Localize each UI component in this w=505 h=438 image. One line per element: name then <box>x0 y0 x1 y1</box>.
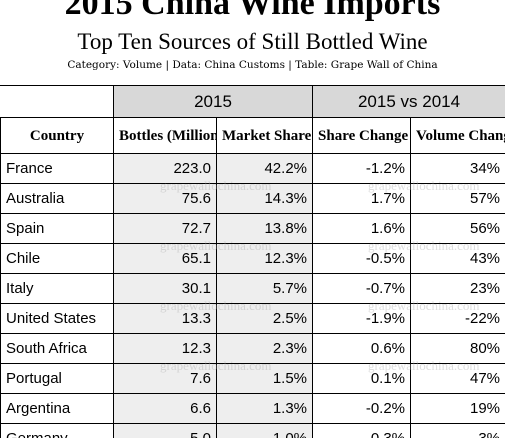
cell-country: Portugal <box>0 363 114 394</box>
cell-country: South Africa <box>0 333 114 364</box>
header-market-share: Market Share <box>215 117 314 154</box>
group-header-blank <box>0 85 114 118</box>
cell-share-change: -0.5% <box>312 243 412 274</box>
cell-bottles: 6.6 <box>113 393 217 424</box>
cell-bottles: 5.0 <box>113 423 217 438</box>
table-row: Argentina 6.6 1.3% -0.2% 19% <box>0 393 505 424</box>
cell-share-change: 1.7% <box>312 183 412 214</box>
cell-bottles: 65.1 <box>113 243 217 274</box>
cell-market-share: 2.3% <box>215 333 314 364</box>
column-group-row: 2015 2015 vs 2014 <box>0 85 505 118</box>
table-row: France 223.0 42.2% -1.2% 34% <box>0 153 505 184</box>
cell-bottles: 223.0 <box>113 153 217 184</box>
header-volume-change: Volume Change <box>410 117 505 154</box>
cell-volume-change: 43% <box>410 243 505 274</box>
cell-volume-change: 34% <box>410 153 505 184</box>
cell-volume-change: 47% <box>410 363 505 394</box>
cell-market-share: 42.2% <box>215 153 314 184</box>
cell-country: France <box>0 153 114 184</box>
cell-share-change: 1.6% <box>312 213 412 244</box>
cell-country: Argentina <box>0 393 114 424</box>
cell-country: United States <box>0 303 114 334</box>
cell-share-change: -1.9% <box>312 303 412 334</box>
cell-bottles: 72.7 <box>113 213 217 244</box>
cell-volume-change: 3% <box>410 423 505 438</box>
group-header-2015: 2015 <box>112 85 314 118</box>
cell-country: Italy <box>0 273 114 304</box>
table-row: Australia 75.6 14.3% 1.7% 57% <box>0 183 505 214</box>
cell-share-change: -0.2% <box>312 393 412 424</box>
cell-bottles: 75.6 <box>113 183 217 214</box>
cell-share-change: 0.6% <box>312 333 412 364</box>
cell-market-share: 2.5% <box>215 303 314 334</box>
chart-title: 2015 China Wine Imports <box>64 0 441 22</box>
cell-market-share: 14.3% <box>215 183 314 214</box>
cell-market-share: 1.0% <box>215 423 314 438</box>
cell-bottles: 12.3 <box>113 333 217 364</box>
cell-share-change: -1.2% <box>312 153 412 184</box>
table-body: France 223.0 42.2% -1.2% 34% Australia 75.6 14.… <box>0 153 505 438</box>
table-row: Spain 72.7 13.8% 1.6% 56% <box>0 213 505 244</box>
cell-market-share: 1.3% <box>215 393 314 424</box>
table-row: Germany5.01.0%0.3%3% <box>0 423 505 438</box>
table-row: Italy 30.1 5.7% -0.7% 23% <box>0 273 505 304</box>
cell-country: Spain <box>0 213 114 244</box>
cell-volume-change: 23% <box>410 273 505 304</box>
cell-market-share: 12.3% <box>215 243 314 274</box>
cell-volume-change: 57% <box>410 183 505 214</box>
source-line: Category: Volume | Data: China Customs |… <box>67 59 438 71</box>
chart-subtitle: Top Ten Sources of Still Bottled Wine <box>77 29 428 54</box>
header-bottles: Bottles (Millions) <box>113 117 217 154</box>
wine-imports-table: 2015 2015 vs 2014 Country Bottles (Milli… <box>0 85 505 438</box>
table-row: United States 13.3 2.5% -1.9% -22% <box>0 303 505 334</box>
table-row: Portugal 7.6 1.5% 0.1% 47% <box>0 363 505 394</box>
header-country: Country <box>0 117 114 154</box>
cell-share-change: 0.3% <box>312 423 412 438</box>
cell-bottles: 13.3 <box>113 303 217 334</box>
cell-volume-change: -22% <box>410 303 505 334</box>
cell-volume-change: 80% <box>410 333 505 364</box>
cell-market-share: 1.5% <box>215 363 314 394</box>
cell-bottles: 7.6 <box>113 363 217 394</box>
column-header-row: Country Bottles (Millions) Market Share … <box>0 117 505 154</box>
cell-share-change: -0.7% <box>312 273 412 304</box>
table-row: Chile 65.1 12.3% -0.5% 43% <box>0 243 505 274</box>
group-header-2015-vs-2014: 2015 vs 2014 <box>312 85 505 118</box>
cell-share-change: 0.1% <box>312 363 412 394</box>
cell-bottles: 30.1 <box>113 273 217 304</box>
cell-volume-change: 19% <box>410 393 505 424</box>
cell-volume-change: 56% <box>410 213 505 244</box>
header-share-change: Share Change <box>312 117 412 154</box>
cell-country: Chile <box>0 243 114 274</box>
table-row: South Africa 12.3 2.3% 0.6% 80% <box>0 333 505 364</box>
cell-market-share: 5.7% <box>215 273 314 304</box>
cell-country: Germany <box>0 423 114 438</box>
cell-country: Australia <box>0 183 114 214</box>
cell-market-share: 13.8% <box>215 213 314 244</box>
